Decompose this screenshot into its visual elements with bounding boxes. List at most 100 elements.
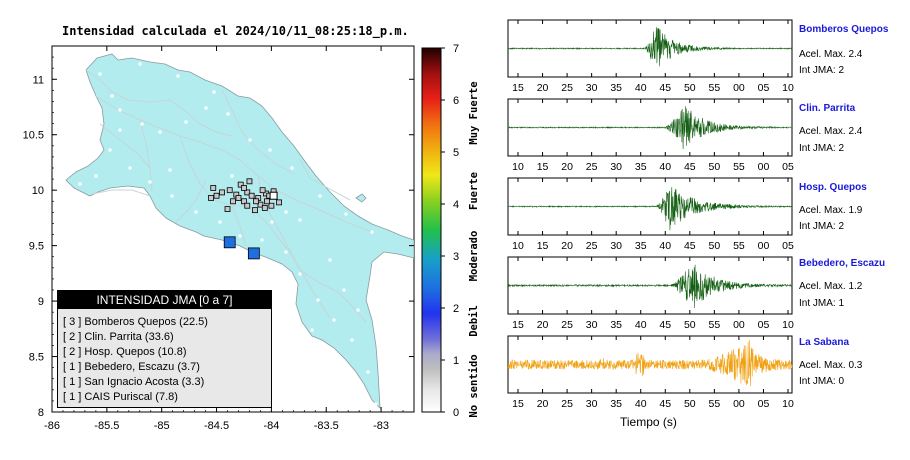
seismogram-tick-label: 30 — [610, 240, 622, 252]
map-station-high-intensity — [223, 236, 236, 249]
seismogram-tick-label: 55 — [733, 161, 745, 173]
map-x-tick-label: -83.5 — [314, 420, 339, 432]
map-station-marker — [219, 189, 225, 196]
seismogram-tick-label: 15 — [537, 240, 549, 252]
seismogram-tick-label: 35 — [635, 240, 647, 252]
colorbar-level-label: Debil — [468, 305, 480, 337]
map-station-marker — [241, 198, 247, 205]
map-station-marker — [224, 206, 231, 212]
map-town-dot — [268, 148, 272, 152]
map-town-dot — [356, 308, 360, 312]
map-station-marker — [248, 192, 255, 199]
station-name-0: Bomberos Quepos — [799, 24, 889, 35]
map-town-dot — [170, 194, 174, 198]
map-town-dot — [316, 298, 320, 302]
map-station-marker — [210, 185, 217, 191]
map-town-dot — [374, 402, 378, 406]
map-town-dot — [370, 230, 374, 234]
map-town-dot — [138, 62, 142, 66]
map-town-dot — [212, 90, 216, 94]
legend-header: INTENSIDAD JMA [0 a 7] — [58, 291, 271, 309]
map-station-marker — [268, 202, 275, 209]
seismogram-tick-label: 25 — [586, 240, 598, 252]
seismogram-tick-label: 50 — [684, 82, 696, 94]
map-town-dot — [328, 258, 332, 262]
seismogram-panel-2: 10 15 20 25 30 35 40 45 50 55 00 05 — [507, 177, 794, 252]
map-y-tick-label: 8.5 — [29, 352, 44, 364]
seismogram-tick-label: 30 — [586, 398, 598, 410]
map-y-tick-label: 10 — [32, 185, 44, 197]
seismogram-tick-label: 30 — [610, 161, 622, 173]
map-y-tick-label: 11 — [33, 74, 44, 86]
seismogram-trace — [507, 264, 793, 309]
map-town-dot — [168, 168, 172, 172]
seismogram-tick-label: 30 — [586, 82, 598, 94]
seismogram-panel-3: 15 20 25 30 35 40 45 50 55 00 05 10 — [507, 256, 794, 331]
station-int-3: Int JMA: 1 — [799, 298, 845, 309]
seismogram-tick-label: 15 — [512, 319, 524, 331]
map-town-dot — [298, 272, 302, 276]
seismogram-tick-label: 15 — [537, 161, 549, 173]
seismogram-tick-label: 05 — [758, 398, 770, 410]
map-station-marker — [257, 201, 264, 208]
seismogram-tick-label: 20 — [537, 82, 549, 94]
station-acc-3: Acel. Max. 1.2 — [799, 281, 863, 292]
seismogram-tick-label: 40 — [635, 82, 647, 94]
map-town-dot — [284, 250, 288, 254]
seismogram-tick-label: 00 — [758, 240, 770, 252]
map-station-dots — [78, 62, 378, 406]
map-station-marker — [244, 202, 251, 209]
legend-row-hosp-quepos: [ 2 ] Hosp. Quepos (10.8) — [63, 346, 187, 358]
legend-row-san-ignacio-acosta: [ 1 ] San Ignacio Acosta (3.3) — [63, 376, 205, 388]
station-name-2: Hosp. Quepos — [799, 182, 867, 193]
station-acc-1: Acel. Max. 2.4 — [799, 126, 863, 137]
seismogram-tick-label: 00 — [733, 82, 745, 94]
map-x-tick-label: -84 — [263, 420, 279, 432]
seismogram-tick-label: 00 — [758, 161, 770, 173]
map-station-marker — [213, 192, 220, 199]
seismogram-tick-label: 20 — [537, 319, 549, 331]
colorbar-tick-label: 0 — [453, 407, 459, 419]
map-station-marker — [246, 178, 253, 185]
seismogram-tick-label: 30 — [586, 319, 598, 331]
station-name-3: Bebedero, Escazu — [799, 258, 886, 269]
map-town-dot — [238, 234, 242, 238]
legend-row-clin-parrita: [ 2 ] Clin. Parrita (33.6) — [63, 331, 174, 343]
map-town-dot — [270, 220, 274, 224]
costa-rica-land — [65, 53, 414, 410]
seismogram-tick-label: 45 — [684, 161, 696, 173]
seismogram-tick-label: 05 — [758, 82, 770, 94]
seismogram-panel-1: 10 15 20 25 30 35 40 45 50 55 00 05 — [507, 98, 794, 173]
seismogram-tick-label: 15 — [512, 398, 524, 410]
station-acc-0: Acel. Max. 2.4 — [799, 49, 863, 60]
intensity-colorbar — [421, 47, 442, 413]
station-int-4: Int JMA: 0 — [799, 376, 845, 387]
map-x-tick-label: -86 — [44, 420, 60, 432]
map-town-dot — [118, 128, 122, 132]
colorbar-tick-label: 4 — [453, 199, 459, 211]
map-station-marker — [244, 189, 251, 196]
seismogram-panel-0: 15 20 25 30 35 40 45 50 55 00 05 10 — [507, 19, 794, 94]
map-town-dot — [226, 112, 230, 116]
map-x-tick-label: -83 — [373, 420, 389, 432]
map-station-marker — [208, 195, 214, 201]
map-y-tick-label: 9 — [38, 296, 44, 308]
seismogram-tick-label: 35 — [610, 398, 622, 410]
map-town-dot — [350, 338, 354, 342]
map-station-marker — [252, 207, 258, 214]
seismogram-tick-label: 25 — [586, 161, 598, 173]
seismogram-tick-label: 40 — [659, 240, 671, 252]
seismogram-tick-label: 45 — [684, 240, 696, 252]
seismogram-tick-label: 00 — [733, 319, 745, 331]
intensity-legend: INTENSIDAD JMA [0 a 7] [ 3 ] Bomberos Qu… — [57, 290, 272, 408]
colorbar-tick-label: 6 — [453, 95, 459, 107]
colorbar-level-label: Moderado — [468, 231, 480, 282]
map-town-dot — [148, 180, 152, 184]
map-town-dot — [176, 74, 180, 78]
seismogram-tick-label: 55 — [709, 319, 721, 331]
seismogram-trace — [507, 27, 793, 67]
seismogram-tick-label: 45 — [659, 319, 671, 331]
map-town-dot — [260, 238, 264, 242]
seismogram-tick-label: 10 — [782, 319, 794, 331]
map-town-dot — [230, 174, 234, 178]
